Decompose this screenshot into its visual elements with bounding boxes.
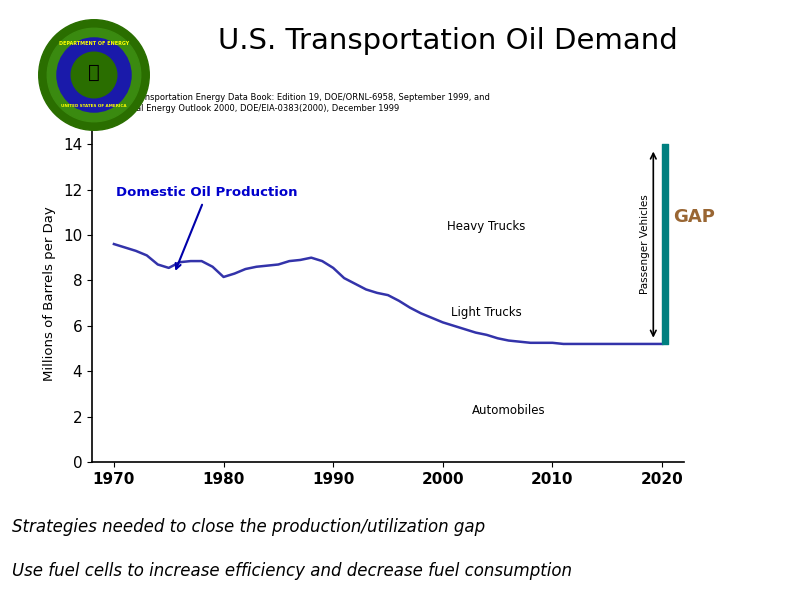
Circle shape <box>57 38 131 112</box>
Circle shape <box>47 28 141 122</box>
Text: Strategies needed to close the production/utilization gap: Strategies needed to close the productio… <box>12 518 485 536</box>
Text: 🦅: 🦅 <box>88 62 100 82</box>
Text: Light Trucks: Light Trucks <box>451 305 522 319</box>
Text: Passenger Vehicles: Passenger Vehicles <box>640 195 650 295</box>
Text: DEPARTMENT OF ENERGY: DEPARTMENT OF ENERGY <box>59 41 129 46</box>
Text: GAP: GAP <box>673 208 714 226</box>
Text: Domestic Oil Production: Domestic Oil Production <box>116 187 298 269</box>
Text: UNITED STATES OF AMERICA: UNITED STATES OF AMERICA <box>61 104 127 109</box>
Text: Use fuel cells to increase efficiency and decrease fuel consumption: Use fuel cells to increase efficiency an… <box>12 562 572 580</box>
Y-axis label: Millions of Barrels per Day: Millions of Barrels per Day <box>43 206 56 382</box>
Circle shape <box>71 52 117 98</box>
Text: U.S. Transportation Oil Demand: U.S. Transportation Oil Demand <box>218 27 678 55</box>
Text: Source: Transportation Energy Data Book: Edition 19, DOE/ORNL-6958, September 19: Source: Transportation Energy Data Book:… <box>98 93 490 113</box>
Text: Automobiles: Automobiles <box>472 404 546 418</box>
Circle shape <box>38 20 150 130</box>
Text: Heavy Trucks: Heavy Trucks <box>447 220 526 233</box>
